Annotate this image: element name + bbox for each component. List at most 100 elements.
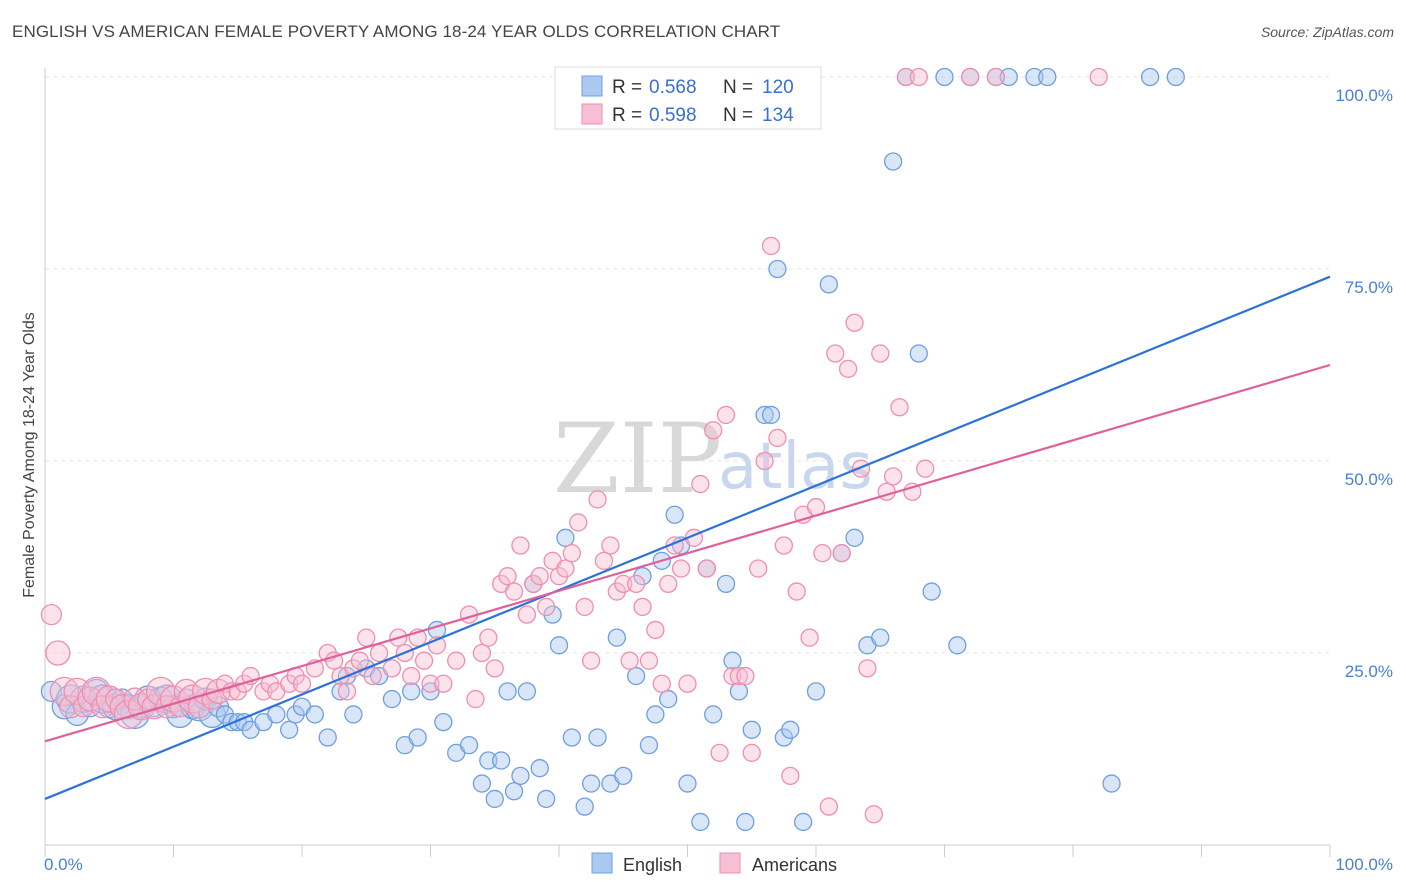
data-point <box>594 551 614 570</box>
data-point <box>697 559 716 578</box>
trend-line-american <box>44 363 1331 743</box>
data-point <box>704 421 723 440</box>
data-point <box>1166 67 1185 87</box>
legend-n-american: 134 <box>762 105 794 126</box>
data-point <box>305 705 325 724</box>
data-point <box>556 559 575 578</box>
data-point <box>575 597 594 617</box>
legend-r-label-american: R = <box>612 105 642 126</box>
data-point <box>716 405 736 425</box>
data-point <box>742 743 761 762</box>
data-point <box>986 67 1006 87</box>
legend-swatch-american <box>581 103 603 125</box>
data-point <box>999 67 1018 87</box>
data-point <box>626 574 646 594</box>
data-point <box>556 528 575 547</box>
data-point <box>723 651 742 670</box>
watermark-zip: ZIP <box>553 403 722 515</box>
data-point <box>781 766 800 786</box>
tick-labels: 25.0% 50.0% 75.0% 100.0% 0.0% 100.0% <box>44 86 1393 874</box>
data-point <box>504 782 524 801</box>
data-point <box>858 659 877 678</box>
legend-n-english: 120 <box>762 77 794 98</box>
data-point <box>806 682 826 701</box>
data-point <box>492 751 511 770</box>
data-point <box>716 574 736 594</box>
data-point <box>588 728 607 747</box>
x-tick-label: 100.0% <box>1335 855 1393 874</box>
data-point <box>95 685 123 713</box>
data-point <box>659 689 678 709</box>
data-point <box>562 728 581 747</box>
data-point <box>935 67 954 87</box>
data-point <box>704 705 723 724</box>
data-point <box>517 605 537 624</box>
data-point <box>549 636 569 655</box>
legend-n-label-american: N = <box>723 105 753 126</box>
watermark: ZIP atlas <box>553 403 873 515</box>
data-point <box>402 682 421 701</box>
data-point <box>826 344 845 363</box>
data-point <box>279 720 299 739</box>
data-point <box>678 674 697 693</box>
data-point <box>691 812 710 832</box>
data-point <box>646 620 665 640</box>
data-point <box>292 674 312 693</box>
data-point <box>459 736 479 755</box>
data-point <box>382 659 402 678</box>
data-point <box>883 152 903 171</box>
data-point <box>59 695 83 719</box>
chart-title: ENGLISH VS AMERICAN FEMALE POVERTY AMONG… <box>12 22 781 41</box>
data-point <box>447 651 466 670</box>
data-point <box>813 544 832 563</box>
data-point <box>890 398 909 417</box>
data-point <box>344 705 363 724</box>
data-point <box>768 428 787 448</box>
data-point <box>736 666 755 686</box>
data-point <box>363 666 382 686</box>
data-point <box>755 405 774 425</box>
data-point <box>678 774 697 793</box>
data-point <box>472 774 492 793</box>
data-point <box>1102 774 1121 793</box>
data-point <box>537 597 556 617</box>
data-point <box>749 559 768 578</box>
data-point <box>414 651 434 670</box>
data-point <box>575 797 594 816</box>
legend-n-label-english: N = <box>723 77 753 98</box>
legend-swatch-english <box>581 75 603 97</box>
data-point <box>434 712 453 732</box>
y-tick-label: 100.0% <box>1335 86 1393 105</box>
data-point <box>357 628 376 647</box>
data-point <box>1089 67 1108 87</box>
data-point <box>45 640 71 666</box>
data-point <box>530 567 549 586</box>
data-point <box>909 344 928 363</box>
data-point <box>652 674 671 693</box>
bottom-legend-american: Americans <box>752 855 837 875</box>
data-point <box>832 544 851 563</box>
legend-r-american: 0.598 <box>649 105 697 126</box>
bottom-legend-swatch-english <box>591 852 613 874</box>
data-point <box>736 812 755 832</box>
data-point <box>569 513 588 532</box>
data-point <box>537 789 556 809</box>
data-point <box>169 696 191 718</box>
data-point <box>620 651 639 670</box>
bottom-legend-swatch-american <box>719 852 741 874</box>
data-point <box>768 259 787 279</box>
data-point <box>845 313 864 332</box>
data-point <box>479 751 498 770</box>
data-point <box>408 728 427 747</box>
data-point <box>81 676 112 707</box>
data-point <box>382 689 402 709</box>
data-point <box>530 759 549 778</box>
data-point <box>614 766 633 786</box>
y-tick-label: 75.0% <box>1345 278 1393 297</box>
data-point <box>871 344 890 363</box>
x-tick-label: 0.0% <box>44 855 83 874</box>
data-point <box>845 528 864 547</box>
data-point <box>691 474 710 494</box>
data-point <box>626 666 646 686</box>
data-point <box>113 699 144 730</box>
